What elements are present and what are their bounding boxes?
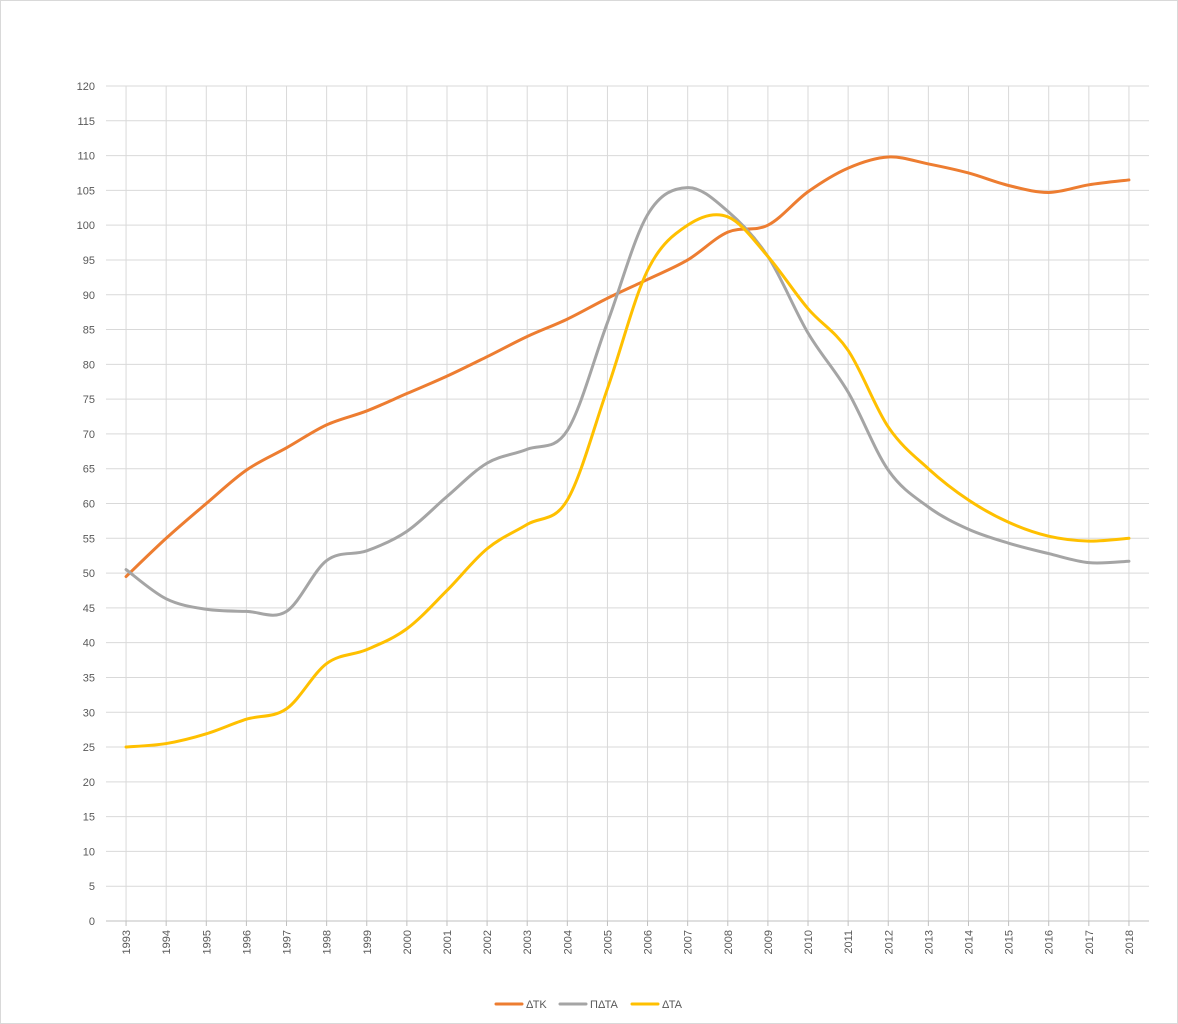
x-tick-label: 2004 (562, 930, 574, 954)
y-tick-label: 115 (77, 116, 95, 128)
x-tick-label: 2014 (963, 930, 975, 954)
y-tick-label: 15 (83, 812, 95, 824)
x-tick-label: 2003 (522, 930, 534, 954)
x-tick-label: 2006 (643, 930, 655, 954)
y-tick-label: 100 (77, 220, 95, 232)
x-tick-label: 2015 (1004, 930, 1016, 954)
x-tick-label: 1997 (282, 930, 294, 954)
y-tick-label: 85 (83, 325, 95, 337)
y-tick-label: 75 (83, 394, 95, 406)
y-tick-label: 50 (83, 568, 95, 580)
x-tick-label: 1993 (121, 930, 133, 954)
x-tick-label: 2008 (723, 930, 735, 954)
legend-label-2: ΠΔΤΑ (590, 999, 619, 1011)
y-tick-label: 70 (83, 429, 95, 441)
y-tick-label: 55 (83, 533, 95, 545)
x-tick-label: 2017 (1084, 930, 1096, 954)
x-tick-label: 2016 (1044, 930, 1056, 954)
y-tick-label: 5 (89, 881, 95, 893)
y-tick-label: 120 (77, 81, 95, 93)
y-tick-label: 40 (83, 638, 95, 650)
y-tick-label: 60 (83, 499, 95, 511)
x-tick-label: 2000 (402, 930, 414, 954)
legend-label-1: ΔΤΚ (526, 999, 547, 1011)
y-tick-label: 65 (83, 464, 95, 476)
y-tick-label: 30 (83, 707, 95, 719)
y-tick-label: 35 (83, 672, 95, 684)
y-tick-label: 95 (83, 255, 95, 267)
x-tick-label: 2001 (442, 930, 454, 954)
x-tick-label: 1999 (362, 930, 374, 954)
y-tick-label: 0 (89, 916, 95, 928)
series-line-3 (124, 213, 1131, 749)
series-line-1 (124, 155, 1131, 579)
x-tick-label: 1996 (241, 930, 253, 954)
x-tick-label: 1995 (201, 930, 213, 954)
y-tick-label: 25 (83, 742, 95, 754)
x-tick-label: 2007 (683, 930, 695, 954)
x-tick-label: 1994 (161, 930, 173, 954)
y-tick-label: 105 (77, 185, 95, 197)
x-tick-label: 1998 (322, 930, 334, 954)
series-line-2 (124, 186, 1131, 617)
x-tick-label: 2012 (883, 930, 895, 954)
y-tick-label: 90 (83, 290, 95, 302)
x-tick-label: 2018 (1124, 930, 1136, 954)
y-tick-label: 80 (83, 359, 95, 371)
y-tick-label: 10 (83, 846, 95, 858)
x-tick-label: 2005 (602, 930, 614, 954)
x-tick-label: 2002 (482, 930, 494, 954)
x-tick-label: 2013 (923, 930, 935, 954)
x-tick-label: 2009 (763, 930, 775, 954)
y-tick-label: 110 (77, 151, 95, 163)
x-tick-label: 2010 (803, 930, 815, 954)
y-tick-label: 45 (83, 603, 95, 615)
legend-label-3: ΔΤΑ (662, 999, 683, 1011)
x-tick-label: 2011 (843, 930, 855, 954)
y-tick-label: 20 (83, 777, 95, 789)
